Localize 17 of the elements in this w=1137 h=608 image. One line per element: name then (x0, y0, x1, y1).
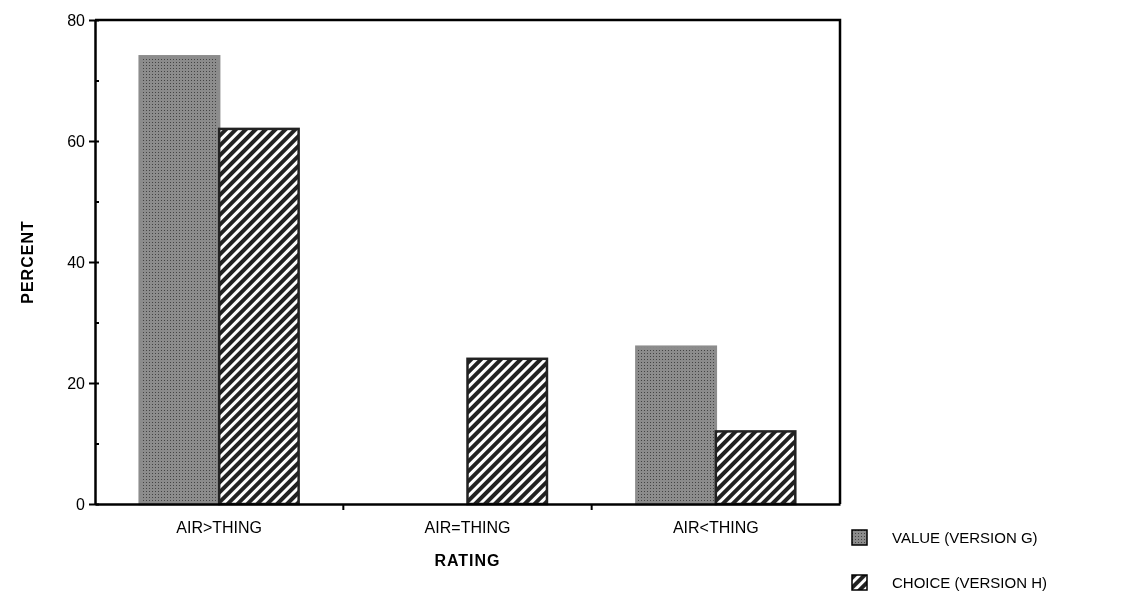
bar (714, 430, 797, 506)
y-axis-title: PERCENT (19, 220, 36, 304)
x-axis-title: RATING (434, 552, 501, 569)
y-tick-label: 80 (67, 11, 86, 29)
legend-label: VALUE (VERSION G) (892, 529, 1038, 546)
bar (217, 127, 300, 506)
bar (635, 345, 718, 506)
x-tick-label: AIR<THING (672, 519, 759, 537)
x-tick-label: AIR=THING (424, 519, 511, 537)
y-tick-label: 40 (67, 253, 86, 271)
bar (138, 55, 221, 506)
y-tick-label: 60 (67, 132, 86, 150)
legend-label: CHOICE (VERSION H) (892, 574, 1048, 591)
bar (466, 357, 549, 506)
x-tick-label: AIR>THING (176, 519, 263, 537)
y-tick-label: 20 (67, 374, 86, 392)
y-tick-label: 0 (76, 495, 86, 513)
